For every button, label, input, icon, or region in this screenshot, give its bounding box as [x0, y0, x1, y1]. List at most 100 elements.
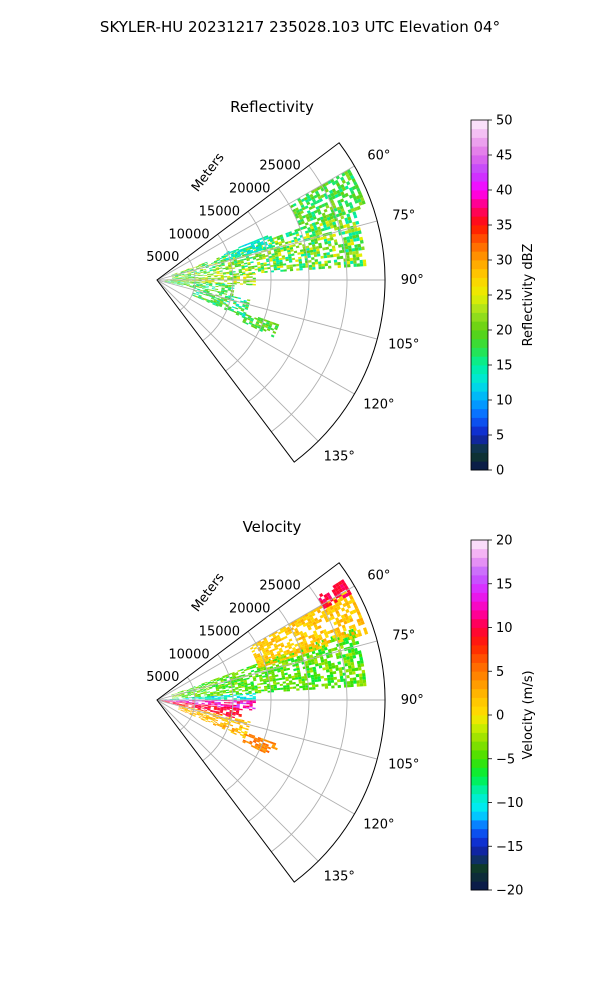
data-cell — [215, 267, 219, 269]
data-cell — [344, 243, 348, 247]
data-cell — [360, 663, 365, 667]
data-cell — [277, 249, 281, 253]
data-cell — [240, 680, 244, 683]
data-cell — [262, 750, 266, 754]
data-cell — [192, 700, 196, 702]
data-cell — [182, 700, 186, 701]
data-cell — [207, 694, 211, 696]
data-cell — [178, 277, 182, 278]
data-cell — [285, 258, 289, 262]
data-cell — [300, 641, 304, 645]
data-cell — [326, 639, 331, 644]
data-cell — [357, 198, 362, 203]
data-cell — [253, 240, 257, 243]
data-cell — [347, 209, 352, 214]
data-cell — [304, 213, 309, 218]
data-cell — [310, 225, 314, 230]
data-cell — [234, 253, 238, 256]
data-cell — [273, 688, 278, 691]
data-cell — [256, 653, 261, 656]
data-cell — [206, 292, 210, 294]
data-cell — [197, 707, 201, 709]
data-cell — [195, 266, 199, 268]
data-cell — [311, 661, 315, 665]
data-cell — [201, 704, 205, 706]
data-cell — [233, 310, 237, 314]
data-cell — [355, 607, 360, 613]
data-cell — [251, 687, 255, 690]
data-cell — [245, 322, 249, 325]
data-cell — [194, 708, 198, 711]
data-cell — [282, 263, 287, 266]
data-cell — [215, 283, 219, 285]
data-cell — [344, 200, 349, 205]
data-cell — [232, 714, 236, 716]
data-cell — [286, 689, 290, 692]
data-cell — [264, 745, 269, 749]
data-cell — [304, 644, 309, 649]
data-cell — [278, 661, 282, 665]
data-cell — [214, 275, 218, 277]
data-cell — [290, 627, 295, 631]
data-cell — [222, 687, 226, 690]
data-cell — [258, 674, 263, 677]
data-cell — [244, 682, 248, 685]
data-cell — [177, 691, 181, 694]
data-cell — [220, 300, 224, 302]
data-cell — [262, 643, 267, 647]
data-cell — [354, 231, 359, 235]
data-cell — [171, 274, 175, 276]
data-cell — [217, 299, 221, 302]
range-grid-arc — [202, 653, 234, 762]
data-cell — [176, 701, 180, 702]
data-layer — [157, 579, 369, 754]
data-cell — [345, 640, 350, 645]
colorbar-segment — [471, 627, 488, 637]
data-cell — [328, 219, 333, 224]
data-cell — [220, 275, 224, 277]
data-cell — [271, 745, 275, 749]
data-cell — [334, 262, 338, 266]
data-cell — [355, 253, 360, 258]
data-cell — [287, 643, 292, 648]
data-cell — [264, 235, 269, 239]
data-cell — [196, 282, 200, 284]
data-cell — [234, 254, 238, 257]
data-cell — [305, 652, 310, 657]
data-cell — [316, 251, 321, 255]
data-cell — [249, 320, 253, 324]
data-cell — [255, 673, 259, 676]
data-cell — [337, 661, 342, 665]
data-cell — [326, 216, 331, 221]
data-cell — [266, 680, 270, 683]
data-cell — [330, 225, 334, 229]
data-cell — [311, 619, 316, 623]
data-cell — [338, 635, 343, 640]
data-cell — [340, 215, 345, 220]
data-cell — [248, 733, 253, 737]
data-cell — [320, 194, 325, 199]
data-cell — [279, 261, 283, 265]
data-cell — [348, 248, 353, 252]
data-cell — [196, 283, 200, 285]
data-cell — [273, 668, 278, 672]
data-cell — [245, 733, 249, 737]
data-cell — [348, 187, 354, 192]
data-cell — [181, 696, 185, 698]
data-cell — [346, 181, 351, 186]
data-cell — [200, 693, 204, 695]
data-cell — [287, 628, 292, 633]
data-cell — [345, 608, 350, 614]
data-cell — [184, 274, 188, 276]
data-cell — [216, 300, 220, 303]
data-cell — [177, 283, 181, 285]
data-cell — [317, 211, 322, 215]
data-cell — [249, 697, 253, 700]
data-cell — [238, 269, 242, 271]
data-cell — [207, 708, 211, 710]
data-cell — [175, 695, 179, 697]
data-cell — [330, 254, 334, 258]
colorbar-segment — [471, 583, 488, 593]
data-cell — [221, 719, 225, 722]
data-cell — [344, 246, 349, 250]
